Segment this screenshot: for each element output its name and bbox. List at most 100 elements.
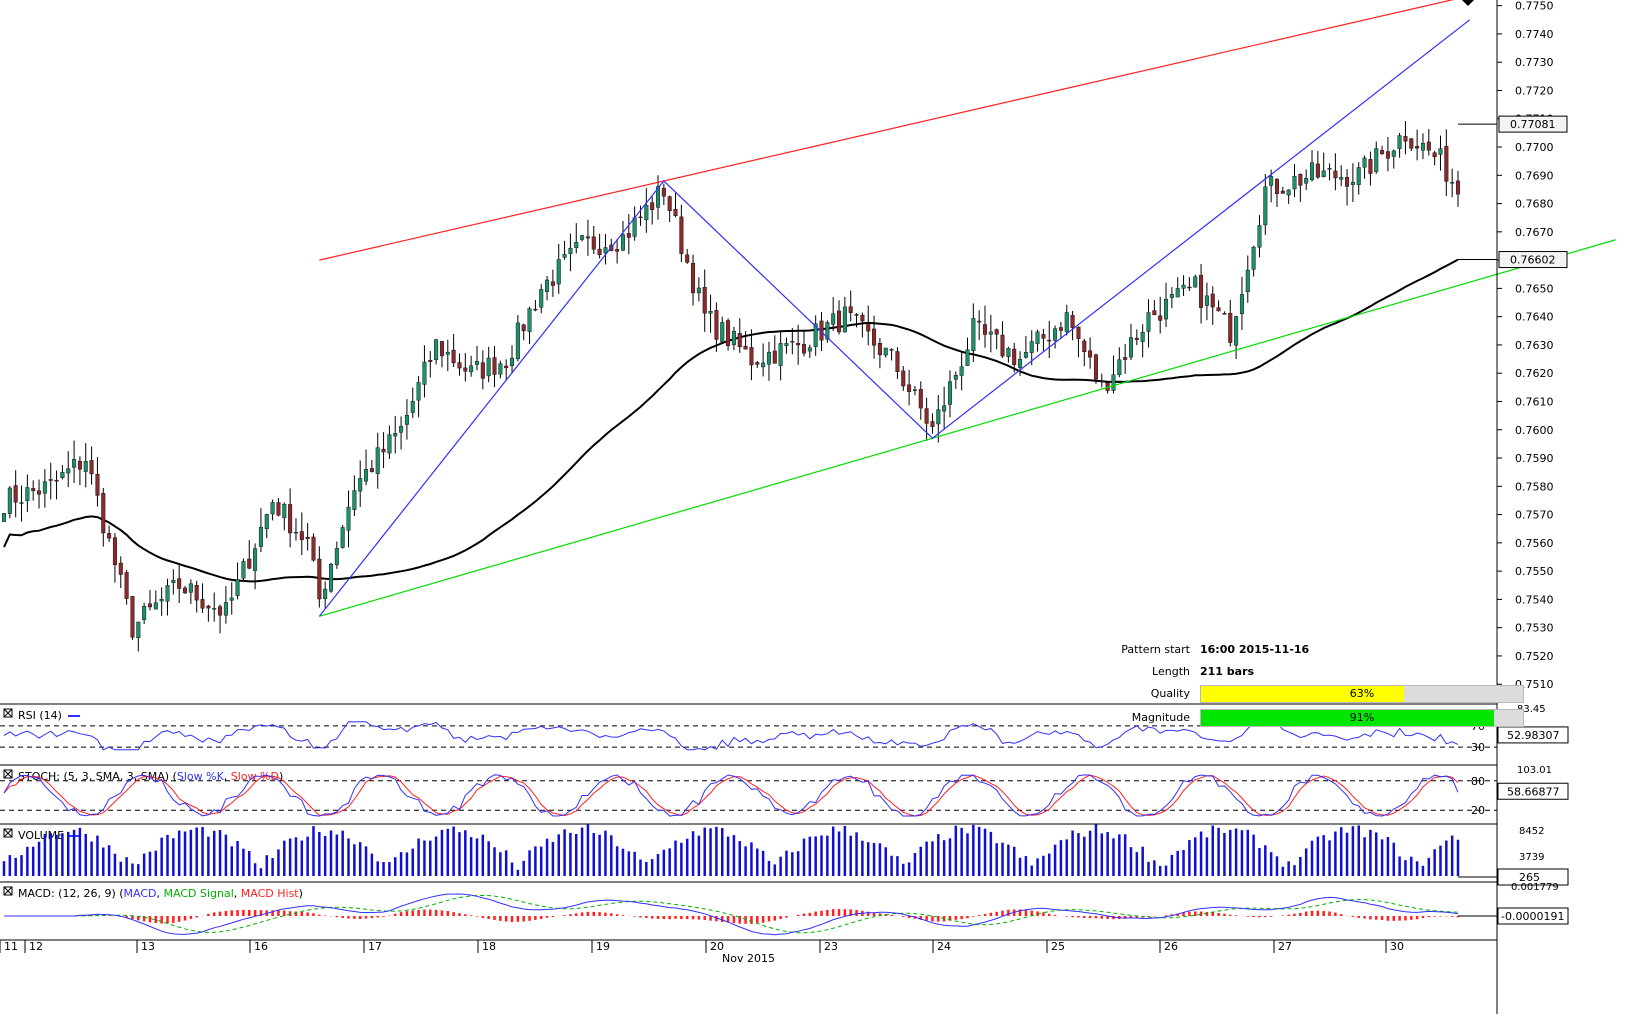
candle bbox=[1164, 282, 1169, 328]
candle bbox=[1234, 315, 1239, 360]
candle bbox=[1345, 169, 1350, 206]
candle-body bbox=[533, 308, 538, 311]
candle-body bbox=[457, 362, 462, 369]
rsi-value: 52.98307 bbox=[1507, 729, 1560, 742]
candle-body bbox=[994, 329, 999, 335]
candle bbox=[574, 223, 579, 254]
candle-body bbox=[305, 536, 310, 539]
candle-body bbox=[352, 490, 357, 510]
price-tick-label: 0.7610 bbox=[1515, 395, 1554, 408]
candle-body bbox=[1362, 157, 1367, 168]
candle bbox=[550, 269, 555, 297]
candle bbox=[393, 415, 398, 454]
candle bbox=[229, 582, 234, 615]
candle bbox=[288, 488, 293, 548]
candle bbox=[153, 590, 158, 610]
candle bbox=[223, 586, 228, 624]
stoch-d-line bbox=[3, 774, 1459, 817]
candle-body bbox=[521, 324, 526, 332]
candle bbox=[1187, 277, 1192, 291]
candle bbox=[159, 587, 164, 616]
candle-body bbox=[737, 333, 742, 348]
candle-body bbox=[726, 320, 731, 346]
ma-price-label-text: 0.76602 bbox=[1510, 254, 1556, 267]
price-tick-label: 0.7510 bbox=[1515, 678, 1554, 691]
price-tick-label: 0.7580 bbox=[1515, 480, 1554, 493]
candle-body bbox=[358, 478, 363, 492]
candle bbox=[1286, 189, 1291, 204]
candle bbox=[1356, 162, 1361, 195]
price-tick-label: 0.7730 bbox=[1515, 56, 1554, 69]
candle-body bbox=[749, 347, 754, 366]
candle-body bbox=[1152, 310, 1157, 316]
candle bbox=[1152, 299, 1157, 316]
candle bbox=[457, 353, 462, 376]
last-price-label-box bbox=[1498, 115, 1568, 133]
candle-body bbox=[527, 308, 532, 332]
candle-body bbox=[977, 320, 982, 323]
candle-body bbox=[1269, 176, 1274, 186]
candle-body bbox=[1187, 286, 1192, 289]
candle-body bbox=[679, 216, 684, 254]
candle bbox=[1362, 155, 1367, 179]
magnitude-bar: 91% bbox=[1200, 709, 1524, 727]
resistance-line bbox=[319, 0, 1455, 261]
candle-body bbox=[177, 578, 182, 589]
candle bbox=[206, 604, 211, 622]
candle-body bbox=[1385, 151, 1390, 159]
price-tick-label: 0.7590 bbox=[1515, 452, 1554, 465]
candle-body bbox=[48, 479, 53, 481]
candle bbox=[702, 269, 707, 332]
candle bbox=[469, 355, 474, 377]
candle bbox=[1228, 299, 1233, 347]
candle-body bbox=[1146, 312, 1151, 332]
candle-body bbox=[883, 347, 888, 356]
candle bbox=[264, 513, 269, 539]
candle-body bbox=[1292, 175, 1297, 190]
candle bbox=[801, 330, 806, 357]
candle-body bbox=[1128, 337, 1133, 358]
candle-body bbox=[550, 281, 555, 286]
candle bbox=[1298, 173, 1303, 202]
candle bbox=[872, 315, 877, 359]
candle-body bbox=[988, 331, 993, 335]
candle bbox=[334, 541, 339, 569]
candle bbox=[282, 502, 287, 531]
candle-body bbox=[1403, 136, 1408, 142]
candle-body bbox=[953, 374, 958, 380]
candle bbox=[585, 219, 590, 256]
candle bbox=[731, 326, 736, 351]
candle-body bbox=[428, 360, 433, 362]
time-tick-label: 23 bbox=[824, 940, 838, 953]
candle-body bbox=[562, 254, 567, 258]
candle-body bbox=[1239, 294, 1244, 315]
candle bbox=[778, 331, 783, 381]
rsi-title: RSI (14) bbox=[18, 709, 62, 722]
candle bbox=[1123, 344, 1128, 374]
candle bbox=[253, 543, 258, 590]
candle bbox=[1000, 321, 1005, 358]
candle bbox=[72, 440, 77, 483]
candle bbox=[1438, 135, 1443, 171]
candle bbox=[428, 350, 433, 378]
candle-body bbox=[1345, 177, 1350, 187]
candle bbox=[1006, 346, 1011, 363]
candle bbox=[737, 318, 742, 353]
candle-body bbox=[1029, 341, 1034, 353]
candle bbox=[1310, 150, 1315, 182]
candle-body bbox=[1263, 186, 1268, 226]
candle bbox=[404, 399, 409, 440]
candle-body bbox=[620, 234, 625, 251]
candle bbox=[66, 451, 71, 488]
candle bbox=[749, 329, 754, 381]
candle-body bbox=[1169, 294, 1174, 298]
candle-body bbox=[1339, 177, 1344, 180]
candle-body bbox=[947, 381, 952, 405]
candle-body bbox=[101, 493, 106, 534]
ma-price-label: 0.76602 bbox=[1458, 251, 1568, 269]
candle bbox=[1321, 152, 1326, 178]
candle-body bbox=[1193, 276, 1198, 288]
candle bbox=[866, 305, 871, 346]
quality-bar: 63% bbox=[1200, 685, 1524, 703]
